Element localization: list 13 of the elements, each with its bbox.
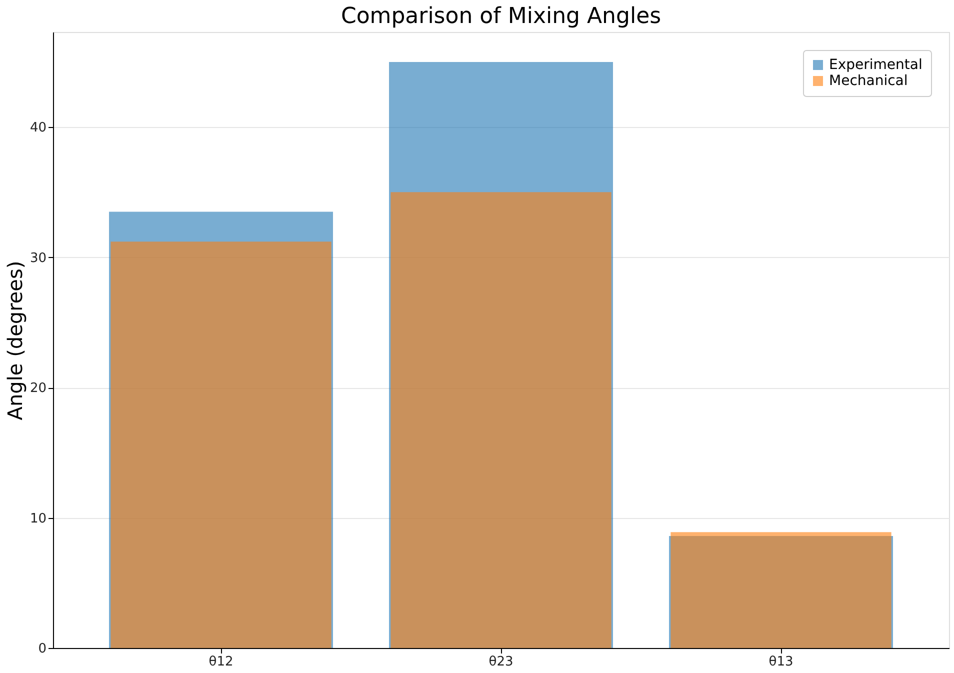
x-tick-label: θ23: [488, 654, 514, 670]
y-tick-label: 30: [30, 250, 46, 266]
y-tick-label: 40: [30, 120, 46, 136]
legend-label: Experimental: [829, 57, 922, 73]
x-tick-label: θ13: [768, 654, 794, 670]
legend-label: Mechanical: [829, 73, 908, 89]
y-tick-label: 0: [38, 642, 46, 656]
x-tick-label: θ12: [208, 654, 234, 670]
chart-title: Comparison of Mixing Angles: [340, 4, 662, 29]
y-axis-title: Angle (degrees): [2, 260, 27, 420]
bar: [390, 192, 612, 648]
y-tick-label: 20: [30, 381, 46, 396]
y-tick-label: 10: [30, 511, 46, 526]
